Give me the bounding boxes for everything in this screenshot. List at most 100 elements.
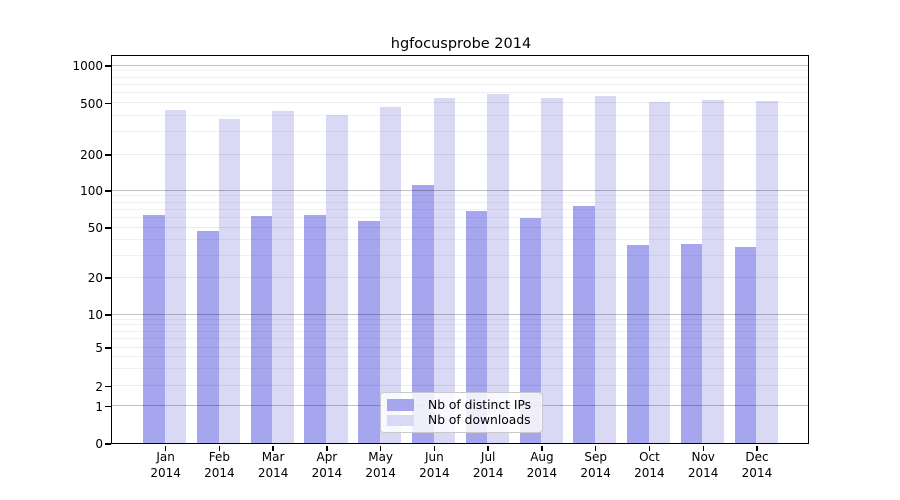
gridline — [112, 216, 809, 218]
gridline — [112, 385, 809, 387]
gridline — [112, 153, 809, 155]
y-tick-label: 1 — [95, 399, 103, 414]
bar-distinct-ips — [304, 214, 327, 444]
bar-distinct-ips — [519, 218, 542, 444]
y-tick-mark — [105, 314, 112, 316]
y-tick-mark — [105, 405, 112, 408]
x-tick-label: Sep 2014 — [580, 450, 611, 480]
x-tick-label: Feb 2014 — [204, 450, 235, 480]
legend: Nb of distinct IPs Nb of downloads — [380, 392, 543, 433]
bar-downloads — [218, 118, 241, 444]
bar-distinct-ips — [680, 243, 703, 444]
x-tick-label: Jan 2014 — [150, 450, 181, 480]
gridline — [112, 92, 809, 94]
y-tick-mark — [105, 190, 112, 192]
x-tick-label: Jun 2014 — [419, 450, 450, 480]
y-tick-mark — [105, 347, 112, 349]
chart-title: hgfocusprobe 2014 — [390, 36, 532, 52]
x-tick-label: Oct 2014 — [634, 450, 665, 480]
y-tick-label: 5 — [95, 341, 103, 355]
bar-downloads — [326, 115, 348, 444]
x-tick-mark — [164, 445, 167, 452]
x-tick-label: Dec 2014 — [741, 450, 773, 480]
legend-label-downloads: Nb of downloads — [428, 413, 531, 428]
bar-downloads — [272, 111, 294, 444]
bar-distinct-ips — [250, 215, 273, 444]
gridline — [112, 189, 809, 191]
x-tick-label: Jul 2014 — [472, 450, 504, 480]
y-tick-mark — [105, 385, 112, 388]
y-tick-label: 0 — [95, 437, 103, 451]
y-tick-label: 2 — [95, 379, 103, 394]
x-tick-mark — [218, 445, 221, 452]
bar-downloads — [648, 101, 671, 444]
y-tick-label: 50 — [87, 221, 103, 235]
legend-swatch-downloads — [387, 414, 414, 426]
bar-distinct-ips — [358, 221, 380, 444]
gridline — [112, 70, 809, 72]
gridline — [112, 226, 809, 228]
x-tick-label: Mar 2014 — [257, 450, 289, 480]
y-tick-mark — [105, 277, 112, 279]
bar-distinct-ips — [734, 246, 757, 444]
x-tick-mark — [326, 445, 328, 452]
x-tick-mark — [379, 445, 382, 452]
y-tick-mark — [105, 443, 112, 445]
y-tick-mark — [105, 154, 112, 156]
gridline — [112, 254, 809, 256]
gridline — [112, 313, 809, 315]
gridline — [112, 130, 809, 132]
bar-distinct-ips — [627, 245, 649, 444]
gridline — [112, 368, 809, 370]
gridline — [112, 195, 809, 197]
gridline — [112, 276, 809, 278]
gridline — [112, 76, 809, 78]
y-tick-mark — [105, 102, 112, 105]
y-tick-mark — [105, 65, 112, 67]
bar-downloads — [487, 94, 509, 444]
x-tick-mark — [756, 445, 758, 452]
bar-downloads — [594, 96, 617, 444]
legend-swatch-distinct-ips — [387, 399, 414, 411]
y-tick-label: 10 — [87, 308, 103, 322]
gridline — [112, 208, 809, 210]
x-tick-mark — [541, 445, 543, 452]
x-tick-mark — [433, 445, 436, 452]
bar-downloads — [541, 98, 563, 444]
gridline — [112, 338, 809, 339]
gridline — [112, 330, 809, 332]
gridline — [112, 83, 809, 85]
bar-downloads — [756, 101, 778, 444]
legend-entry-distinct-ips: Nb of distinct IPs — [387, 398, 536, 412]
y-tick-label: 20 — [87, 271, 103, 285]
bar-downloads — [433, 97, 456, 444]
y-tick-mark — [105, 227, 112, 229]
gridline — [112, 318, 809, 320]
x-tick-mark — [648, 445, 651, 452]
x-tick-mark — [702, 445, 704, 452]
bar-distinct-ips — [196, 230, 219, 444]
gridline — [112, 64, 809, 66]
gridline — [112, 324, 809, 326]
y-tick-label: 1000 — [72, 59, 103, 73]
legend-label-distinct-ips: Nb of distinct IPs — [428, 397, 532, 412]
bar-distinct-ips — [143, 214, 165, 444]
x-tick-mark — [272, 445, 274, 452]
x-tick-label: Nov 2014 — [687, 450, 719, 480]
bar-downloads — [702, 99, 724, 444]
x-tick-label: Apr 2014 — [311, 450, 343, 480]
y-tick-label: 100 — [80, 184, 103, 198]
x-tick-mark — [594, 445, 597, 452]
y-tick-label: 500 — [80, 96, 103, 111]
bar-downloads — [379, 106, 402, 444]
plot-area — [111, 55, 810, 445]
gridline — [112, 201, 809, 203]
gridline — [112, 356, 809, 358]
x-tick-label: May 2014 — [365, 450, 396, 480]
y-tick-label: 200 — [80, 148, 103, 162]
bar-distinct-ips — [573, 206, 595, 444]
legend-entry-downloads: Nb of downloads — [387, 413, 536, 427]
gridline — [112, 114, 809, 116]
bar-downloads — [164, 109, 187, 444]
